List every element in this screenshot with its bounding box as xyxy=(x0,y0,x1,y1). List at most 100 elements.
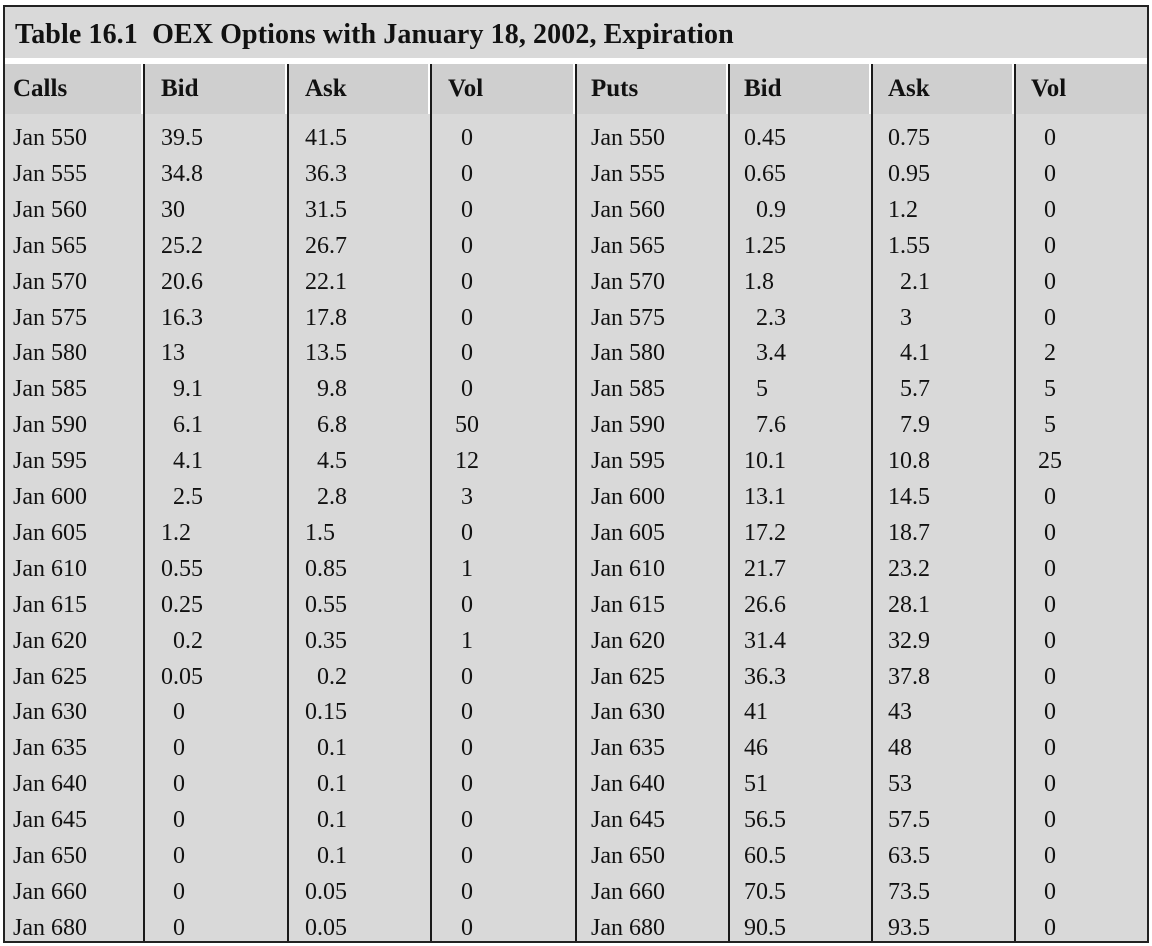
table-cell-put-bid: 36.3 xyxy=(744,663,786,690)
table-cell-call-vol: 0 xyxy=(461,699,473,726)
table-cell-put-bid: 0.45 xyxy=(744,125,786,151)
table-cell-put-bid: 21.7 xyxy=(744,555,786,582)
table-cell-call-strike: Jan 555 xyxy=(13,160,87,187)
table-cell-call-bid: 0 xyxy=(173,843,185,869)
table-cell-put-strike: Jan 590 xyxy=(591,412,665,439)
table-cell-put-bid: 41 xyxy=(744,699,768,726)
table-cell-call-strike: Jan 645 xyxy=(13,807,87,834)
table-cell-call-bid: 0 xyxy=(173,807,185,834)
table-cell-put-ask: 7.9 xyxy=(900,412,930,439)
table-cell-put-bid: 60.5 xyxy=(744,843,786,869)
table-cell-call-ask: 0.05 xyxy=(305,878,347,905)
table-cell-put-ask: 63.5 xyxy=(888,843,930,869)
table-cell-put-bid: 56.5 xyxy=(744,807,786,834)
table-cell-call-ask: 0.85 xyxy=(305,555,347,582)
column-divider xyxy=(728,64,730,941)
table-cell-call-bid: 9.1 xyxy=(173,376,203,403)
table-cell-put-ask: 43 xyxy=(888,699,912,726)
table-cell-call-vol: 0 xyxy=(461,304,473,331)
table-cell-put-vol: 5 xyxy=(1044,412,1056,439)
table-cell-call-strike: Jan 680 xyxy=(13,914,87,941)
table-cell-call-bid: 0.55 xyxy=(161,555,203,582)
table-cell-put-vol: 0 xyxy=(1044,160,1056,187)
table-cell-put-strike: Jan 615 xyxy=(591,591,665,618)
table-cell-call-vol: 50 xyxy=(455,412,479,439)
table-cell-call-ask: 0.1 xyxy=(317,771,347,798)
column-divider xyxy=(1014,64,1016,941)
table-cell-call-ask: 1.5 xyxy=(305,519,335,546)
table-cell-put-strike: Jan 630 xyxy=(591,699,665,726)
table-cell-put-strike: Jan 555 xyxy=(591,160,665,187)
table-cell-put-vol: 0 xyxy=(1044,232,1056,259)
table-cell-put-vol: 0 xyxy=(1044,914,1056,941)
table-cell-put-vol: 0 xyxy=(1044,268,1056,295)
table-cell-call-ask: 0.1 xyxy=(317,843,347,869)
table-cell-put-ask: 73.5 xyxy=(888,878,930,905)
table-cell-put-ask: 48 xyxy=(888,735,912,762)
table-cell-put-vol: 2 xyxy=(1044,340,1056,367)
column-divider xyxy=(287,64,289,941)
table-cell-put-bid: 31.4 xyxy=(744,627,786,654)
table-cell-call-vol: 0 xyxy=(461,591,473,618)
table-cell-put-bid: 51 xyxy=(744,771,768,798)
table-cell-call-strike: Jan 565 xyxy=(13,232,87,259)
table-cell-call-bid: 34.8 xyxy=(161,160,203,187)
table-cell-put-bid: 5 xyxy=(756,376,768,403)
table-cell-call-bid: 1.2 xyxy=(161,519,191,546)
table-cell-call-strike: Jan 605 xyxy=(13,519,87,546)
table-cell-put-bid: 1.25 xyxy=(744,232,786,259)
table-cell-put-strike: Jan 550 xyxy=(591,125,665,151)
table-cell-put-strike: Jan 625 xyxy=(591,663,665,690)
table-cell-call-ask: 0.15 xyxy=(305,699,347,726)
table-cell-call-strike: Jan 585 xyxy=(13,376,87,403)
table-cell-put-vol: 0 xyxy=(1044,878,1056,905)
table-cell-put-strike: Jan 600 xyxy=(591,484,665,510)
table-cell-put-vol: 0 xyxy=(1044,843,1056,869)
table-cell-put-ask: 23.2 xyxy=(888,555,930,582)
table-cell-put-bid: 46 xyxy=(744,735,768,762)
table-cell-call-vol: 0 xyxy=(461,663,473,690)
table-cell-call-vol: 0 xyxy=(461,268,473,295)
table-cell-put-bid: 2.3 xyxy=(756,304,786,331)
table-cell-put-ask: 18.7 xyxy=(888,519,930,546)
table-cell-call-strike: Jan 615 xyxy=(13,591,87,618)
table-cell-call-bid: 6.1 xyxy=(173,412,203,439)
table-cell-put-strike: Jan 680 xyxy=(591,914,665,941)
table-cell-put-bid: 10.1 xyxy=(744,448,786,475)
table-cell-put-strike: Jan 660 xyxy=(591,878,665,905)
table-cell-put-ask: 10.8 xyxy=(888,448,930,475)
table-cell-call-bid: 39.5 xyxy=(161,125,203,151)
table-cell-put-ask: 93.5 xyxy=(888,914,930,941)
table-cell-call-ask: 0.55 xyxy=(305,591,347,618)
table-cell-put-ask: 37.8 xyxy=(888,663,930,690)
table-cell-put-ask: 2.1 xyxy=(900,268,930,295)
table-cell-call-strike: Jan 560 xyxy=(13,196,87,223)
table-cell-put-vol: 0 xyxy=(1044,196,1056,223)
header-call-vol: Vol xyxy=(448,75,484,102)
table-cell-call-strike: Jan 635 xyxy=(13,735,87,762)
table-cell-call-vol: 0 xyxy=(461,340,473,367)
table-cell-call-ask: 13.5 xyxy=(305,340,347,367)
table-cell-call-vol: 0 xyxy=(461,807,473,834)
table-cell-put-ask: 5.7 xyxy=(900,376,930,403)
table-cell-put-bid: 90.5 xyxy=(744,914,786,941)
table-cell-call-strike: Jan 620 xyxy=(13,627,87,654)
header-puts: Puts xyxy=(591,75,639,102)
table-cell-put-bid: 0.65 xyxy=(744,160,786,187)
table-cell-call-ask: 0.1 xyxy=(317,735,347,762)
table-cell-call-bid: 16.3 xyxy=(161,304,203,331)
table-cell-put-strike: Jan 610 xyxy=(591,555,665,582)
header-put-ask: Ask xyxy=(888,75,930,102)
options-table: Table 16.1 OEX Options with January 18, … xyxy=(3,5,1149,943)
table-cell-call-strike: Jan 625 xyxy=(13,663,87,690)
table-cell-call-bid: 0 xyxy=(173,914,185,941)
table-cell-put-ask: 28.1 xyxy=(888,591,930,618)
table-cell-call-strike: Jan 610 xyxy=(13,555,87,582)
table-cell-call-bid: 0 xyxy=(173,699,185,726)
table-cell-call-strike: Jan 640 xyxy=(13,771,87,798)
table-cell-call-bid: 25.2 xyxy=(161,232,203,259)
table-cell-put-vol: 0 xyxy=(1044,663,1056,690)
table-cell-put-vol: 0 xyxy=(1044,771,1056,798)
table-cell-call-vol: 0 xyxy=(461,232,473,259)
table-cell-call-strike: Jan 575 xyxy=(13,304,87,331)
